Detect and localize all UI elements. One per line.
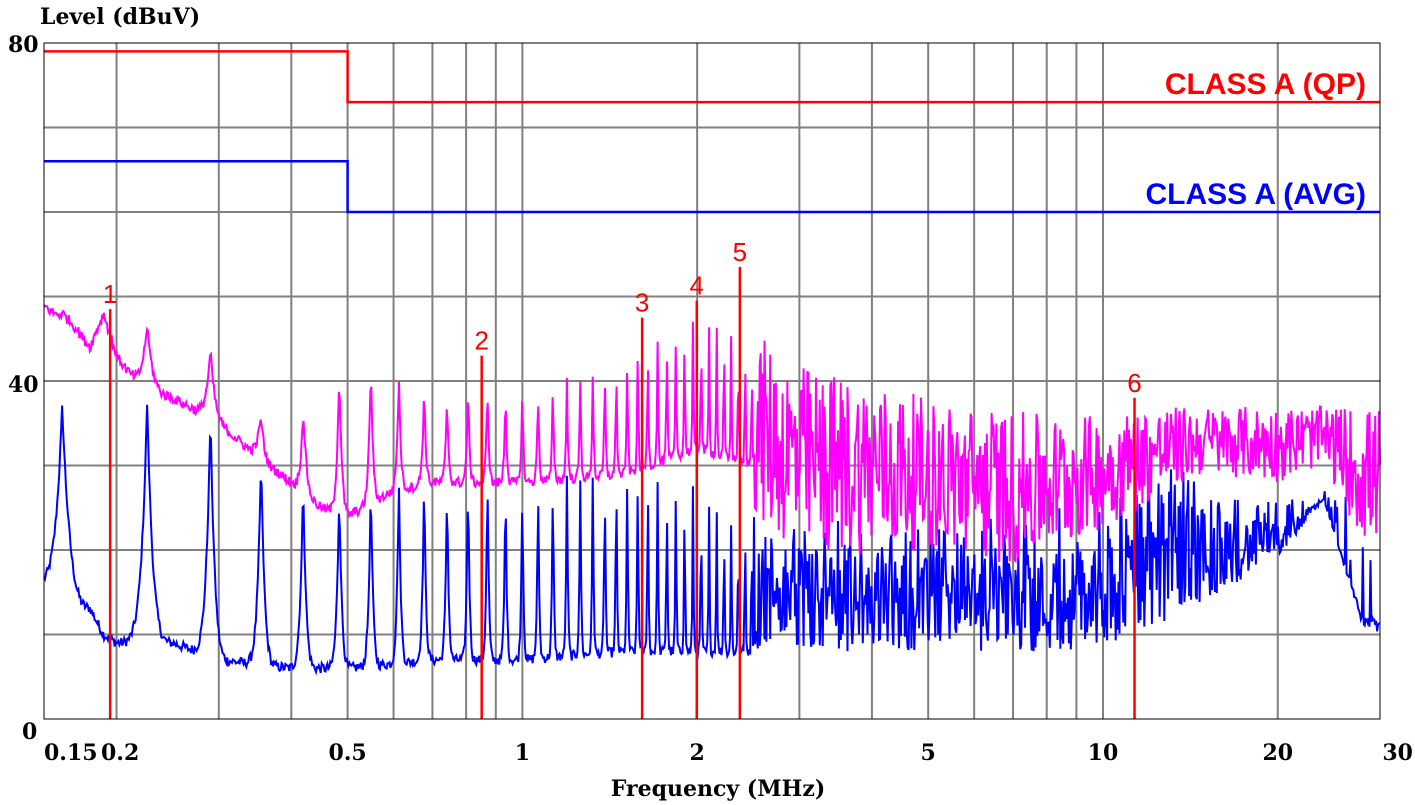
limit-line	[44, 50, 1380, 104]
y-tick-label: 80	[8, 32, 39, 58]
marker-label: 3	[635, 288, 649, 318]
limit-line	[44, 160, 1380, 214]
y-tick-label: 40	[8, 372, 39, 398]
plot-frame	[43, 42, 1381, 720]
marker-label: 4	[690, 271, 704, 301]
y-tick-labels: 0 40 80	[8, 32, 39, 745]
x-tick-label: 20	[1262, 740, 1293, 766]
x-tick-label: 0.2	[101, 740, 139, 766]
x-axis-label: Frequency (MHz)	[611, 776, 825, 802]
limit-line-label: CLASS A (AVG)	[1145, 178, 1366, 211]
x-tick-label: 5	[921, 740, 936, 766]
marker-label: 6	[1127, 368, 1141, 398]
x-tick-label: 2	[689, 740, 704, 766]
x-tick-label: 10	[1088, 740, 1119, 766]
x-tick-label: 1	[515, 740, 530, 766]
measurement-markers: 1 2 3 45 6	[103, 237, 1142, 719]
peak-trace	[43, 304, 1381, 564]
marker-label: 5	[733, 237, 747, 267]
x-tick-label: 0.15	[44, 740, 98, 766]
x-tick-label: 0.5	[328, 740, 366, 766]
y-axis-label: Level (dBuV)	[40, 4, 200, 30]
peak-trace-path	[43, 304, 1381, 564]
x-tick-labels: 0.15 0.2 0.5 1 2 5 10 20 30	[44, 740, 1413, 766]
limit-line-label: CLASS A (QP)	[1165, 68, 1366, 101]
limit-lines: CLASS A (QP) CLASS A (AVG)	[44, 50, 1380, 214]
avg-trace-path	[43, 404, 1381, 676]
x-tick-label: 30	[1382, 740, 1413, 766]
marker-label: 1	[103, 279, 117, 309]
y-tick-label: 0	[22, 719, 37, 745]
avg-trace	[43, 404, 1381, 676]
marker-label: 2	[474, 326, 488, 356]
